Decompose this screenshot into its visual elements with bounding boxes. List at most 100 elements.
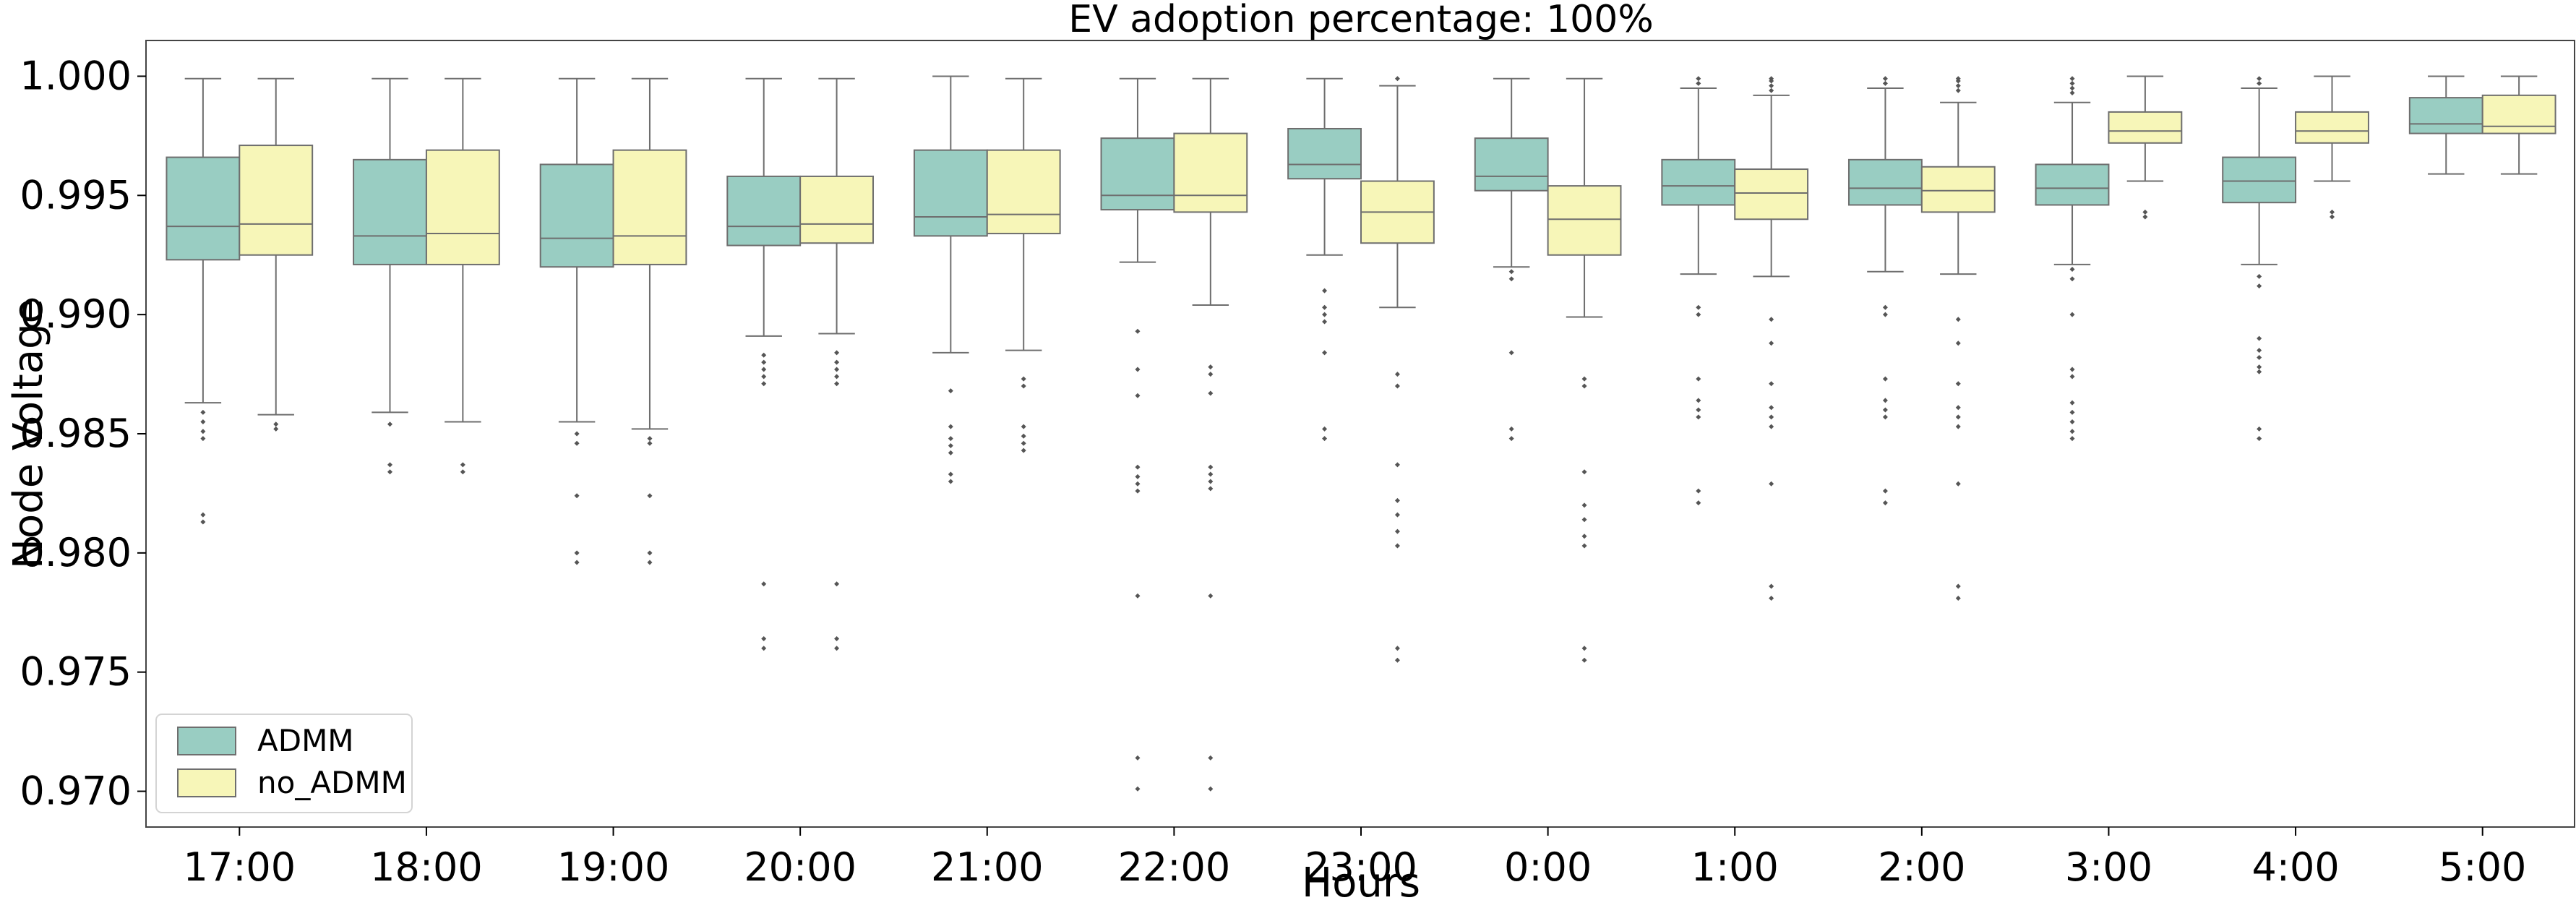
y-tick-label: 0.985 xyxy=(20,411,132,456)
outlier-point xyxy=(1882,80,1888,86)
box-no-admm xyxy=(2295,111,2369,144)
outlier-point xyxy=(387,469,392,475)
outlier-point xyxy=(1769,481,1774,487)
outlier-point xyxy=(1581,543,1587,549)
outlier-point xyxy=(1769,381,1774,387)
outlier-point xyxy=(1394,497,1400,503)
box-admm xyxy=(1474,137,1549,192)
outlier-point xyxy=(948,436,953,442)
outlier-point xyxy=(1955,414,1961,420)
outlier-point xyxy=(1696,76,1701,82)
outlier-point xyxy=(1882,414,1888,420)
outlier-point xyxy=(387,421,392,427)
outlier-point xyxy=(200,409,206,415)
outlier-point xyxy=(761,359,767,365)
x-tick-label: 1:00 xyxy=(1691,844,1779,890)
outlier-point xyxy=(1882,304,1888,310)
box-no-admm xyxy=(2108,111,2183,144)
outlier-point xyxy=(2257,335,2262,341)
outlier-point xyxy=(1955,381,1961,387)
outlier-point xyxy=(1696,488,1701,494)
legend-label: ADMM xyxy=(257,723,354,758)
outlier-point xyxy=(2069,276,2075,282)
y-tick-label: 0.975 xyxy=(20,649,132,695)
outlier-point xyxy=(2257,273,2262,279)
outlier-point xyxy=(1322,436,1328,442)
outlier-point xyxy=(761,374,767,380)
outlier-point xyxy=(2069,419,2075,425)
outlier-point xyxy=(1769,317,1774,322)
outlier-point xyxy=(1135,488,1141,494)
y-tick-label: 1.000 xyxy=(20,53,132,98)
x-tick-label: 4:00 xyxy=(2251,844,2339,890)
outlier-point xyxy=(2069,267,2075,273)
outlier-point xyxy=(1769,414,1774,420)
outlier-point xyxy=(1508,276,1514,282)
outlier-point xyxy=(2257,348,2262,354)
outlier-point xyxy=(948,388,953,394)
outlier-point xyxy=(1769,595,1774,601)
x-tick-label: 19:00 xyxy=(557,844,670,890)
x-tick-label: 21:00 xyxy=(931,844,1044,890)
outlier-point xyxy=(1394,528,1400,534)
outlier-point xyxy=(1882,76,1888,82)
outlier-point xyxy=(1322,319,1328,325)
outlier-point xyxy=(1208,786,1214,792)
outlier-point xyxy=(2257,283,2262,289)
outlier-point xyxy=(948,479,953,484)
outlier-point xyxy=(1322,350,1328,356)
outlier-point xyxy=(574,431,580,437)
box-admm xyxy=(1100,137,1175,211)
outlier-point xyxy=(1882,398,1888,403)
outlier-point xyxy=(1508,436,1514,442)
outlier-point xyxy=(834,636,840,642)
outlier-point xyxy=(1882,312,1888,317)
outlier-point xyxy=(2069,400,2075,406)
outlier-point xyxy=(2069,409,2075,415)
outlier-point xyxy=(1769,83,1774,89)
x-tick-label: 0:00 xyxy=(1504,844,1592,890)
outlier-point xyxy=(1696,398,1701,403)
box-admm xyxy=(2222,156,2297,204)
outlier-point xyxy=(574,440,580,446)
outlier-point xyxy=(1322,304,1328,310)
outlier-point xyxy=(2257,369,2262,374)
outlier-point xyxy=(1882,488,1888,494)
x-tick-label: 5:00 xyxy=(2439,844,2526,890)
outlier-point xyxy=(2257,80,2262,86)
outlier-point xyxy=(1135,755,1141,761)
x-tick-label: 17:00 xyxy=(183,844,296,890)
outlier-point xyxy=(1769,424,1774,429)
outlier-point xyxy=(1394,383,1400,389)
outlier-point xyxy=(1696,80,1701,86)
outlier-point xyxy=(1696,414,1701,420)
outlier-point xyxy=(1135,393,1141,398)
outlier-point xyxy=(200,436,206,442)
outlier-point xyxy=(1955,340,1961,346)
outlier-point xyxy=(834,646,840,651)
outlier-point xyxy=(1508,426,1514,432)
box-admm xyxy=(2035,163,2110,206)
outlier-point xyxy=(1021,424,1026,429)
outlier-point xyxy=(1769,78,1774,84)
outlier-point xyxy=(1581,376,1587,382)
outlier-point xyxy=(200,419,206,425)
outlier-point xyxy=(1135,328,1141,334)
box-no-admm xyxy=(425,149,500,265)
outlier-point xyxy=(200,429,206,434)
outlier-point xyxy=(1955,595,1961,601)
outlier-point xyxy=(2142,209,2148,215)
x-tick-label: 22:00 xyxy=(1118,844,1231,890)
outlier-point xyxy=(1581,534,1587,539)
outlier-point xyxy=(1769,583,1774,589)
outlier-point xyxy=(1208,486,1214,492)
plot-area: 0.970 0.975 0.980 0.985 0.990 0.995 1.000 17:00… xyxy=(20,40,2575,890)
outlier-point xyxy=(387,462,392,468)
outlier-point xyxy=(1581,502,1587,508)
legend-swatch xyxy=(177,727,236,755)
outlier-point xyxy=(1581,517,1587,523)
outlier-point xyxy=(2257,354,2262,360)
outlier-point xyxy=(1394,76,1400,82)
outlier-point xyxy=(761,367,767,372)
outlier-point xyxy=(273,421,279,427)
